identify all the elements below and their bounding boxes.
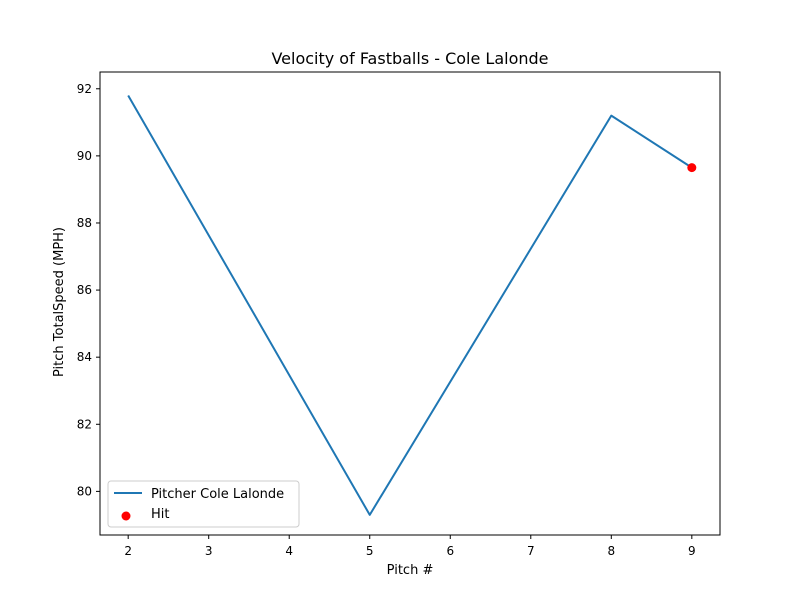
legend-label: Pitcher Cole Lalonde [151,487,284,502]
x-tick-label: 4 [285,544,293,558]
y-tick-label: 92 [77,82,92,96]
x-tick-label: 8 [607,544,615,558]
y-tick-label: 84 [77,350,92,364]
plot-frame [99,71,721,536]
y-axis-label: Pitch TotalSpeed (MPH) [52,227,67,377]
chart-title: Velocity of Fastballs - Cole Lalonde [271,49,548,68]
y-tick-label: 80 [77,484,92,498]
y-tick-label: 88 [77,216,92,230]
plot-area: 2 3 4 5 6 7 8 9 80 82 84 86 88 90 92 [77,82,697,558]
x-tick-label: 5 [366,544,374,558]
y-tick-label: 86 [77,283,92,297]
hit-point [687,163,697,173]
x-tick-label: 9 [688,544,696,558]
x-tick-label: 2 [124,544,132,558]
legend-marker-swatch [121,511,131,521]
legend-label: Hit [151,507,169,522]
x-axis-label: Pitch # [387,563,434,578]
legend: Pitcher Cole Lalonde Hit [107,480,300,528]
x-tick-label: 7 [527,544,535,558]
y-tick-label: 82 [77,417,92,431]
x-tick-label: 3 [205,544,213,558]
y-tick-label: 90 [77,149,92,163]
series-line [127,94,693,516]
legend-box [107,480,300,528]
x-tick-label: 6 [446,544,454,558]
